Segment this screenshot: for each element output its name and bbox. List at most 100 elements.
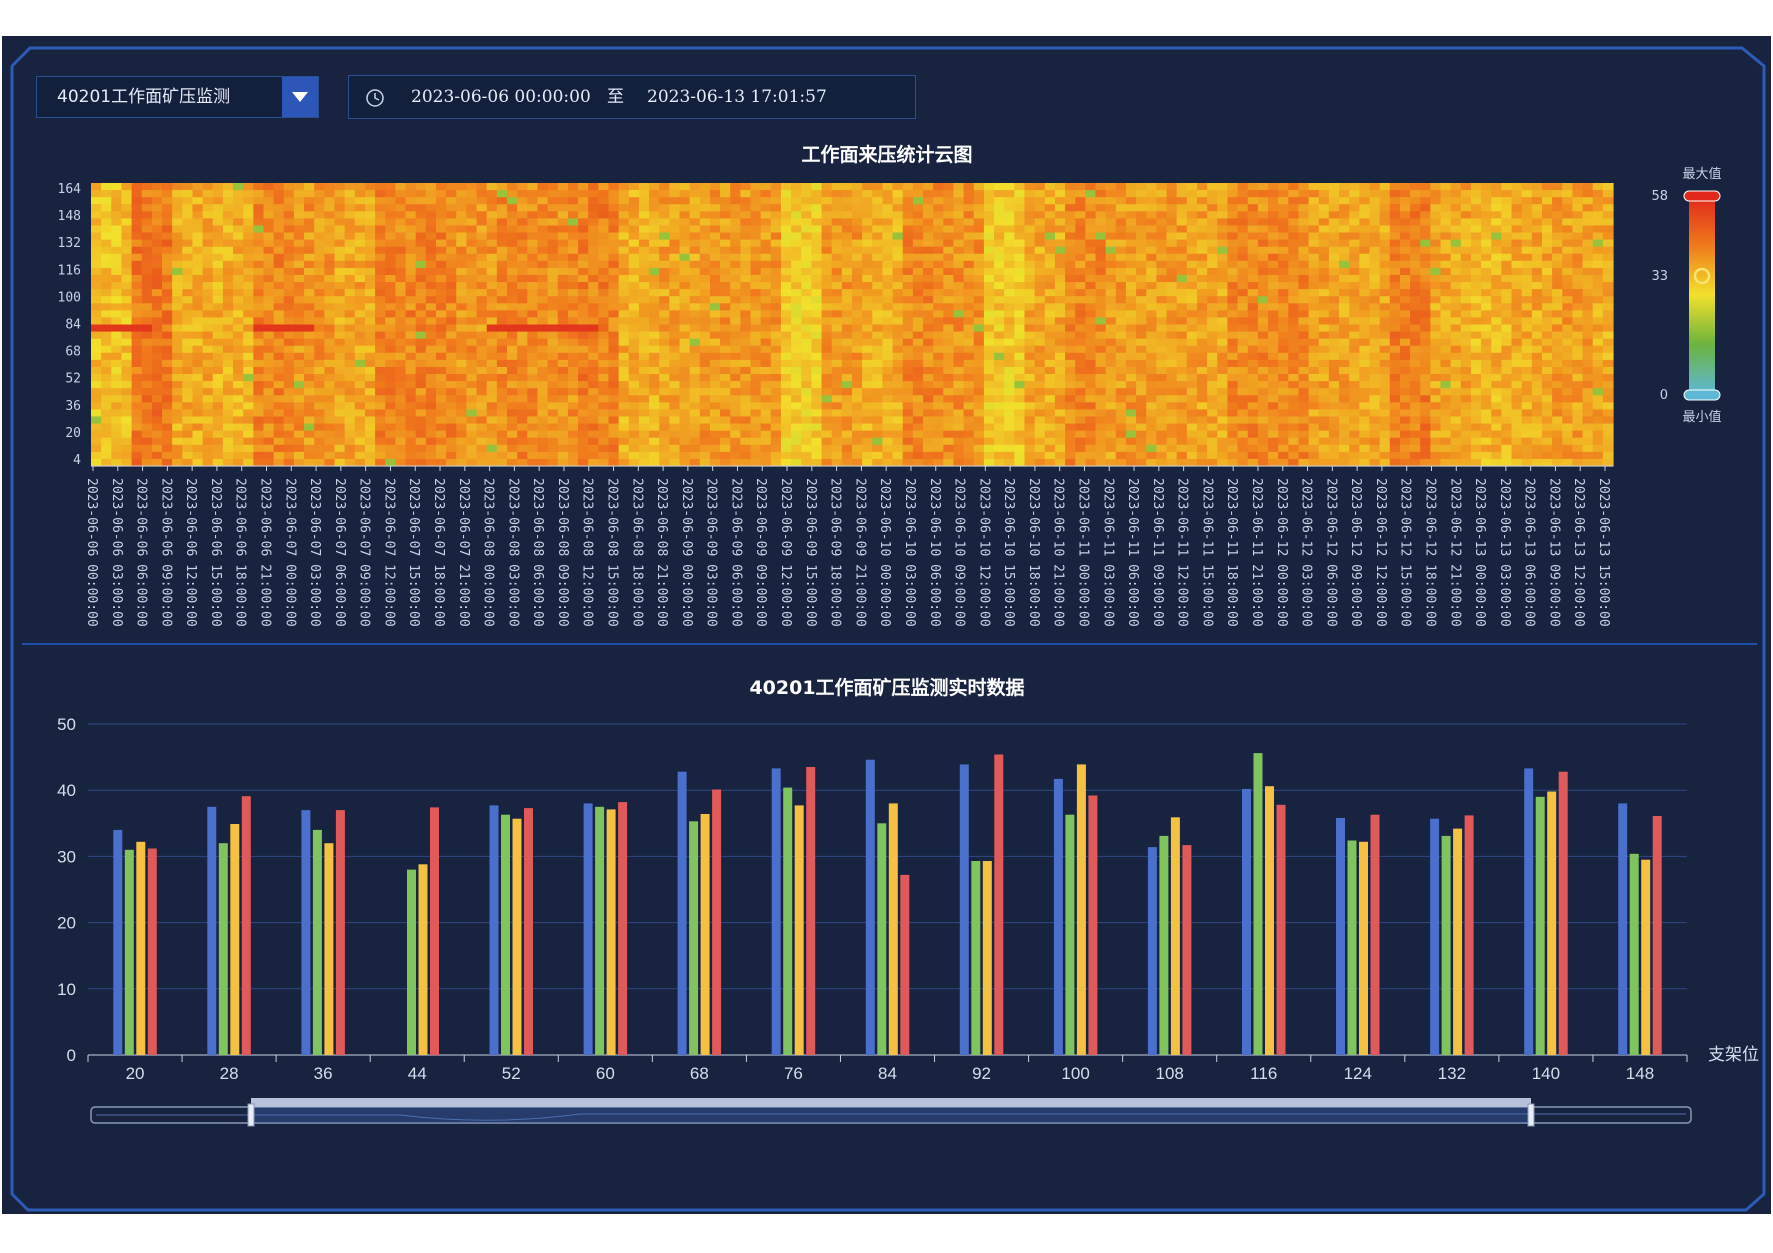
heatmap-cell: [628, 282, 640, 290]
heatmap-cell: [933, 303, 944, 311]
heatmap-cell: [354, 359, 366, 368]
heatmap-cell: [111, 451, 123, 460]
date-range-picker[interactable]: 2023-06-06 00:00:00 至 2023-06-13 17:01:5…: [348, 75, 916, 119]
heatmap-cell: [1004, 204, 1015, 212]
heatmap-cell: [1075, 409, 1086, 418]
heatmap-cell: [628, 239, 640, 248]
heatmap-cell: [151, 388, 163, 396]
heatmap-cell: [1308, 345, 1320, 354]
heatmap-cell: [1257, 211, 1269, 219]
heatmap-cell: [496, 303, 508, 311]
heatmap-cell: [1186, 211, 1198, 219]
heatmap-cell: [973, 317, 985, 326]
heatmap-cell: [1217, 267, 1229, 276]
heatmap-cell: [243, 444, 254, 453]
heatmap-cell: [1298, 366, 1310, 375]
heatmap-cell: [91, 246, 102, 255]
heatmap-cell: [253, 409, 265, 418]
heatmap-cell: [1268, 246, 1279, 255]
heatmap-cell: [1156, 423, 1168, 432]
heatmap-cell: [1176, 458, 1188, 467]
heatmap-cell: [750, 444, 762, 453]
heatmap-cell: [578, 451, 589, 460]
heatmap-cell: [1298, 317, 1310, 326]
heatmap-cell: [801, 458, 813, 467]
heatmap-cell: [304, 409, 315, 418]
heatmap-cell: [324, 345, 336, 354]
heatmap-cell: [151, 338, 163, 347]
heatmap-cell: [801, 331, 813, 340]
heatmap-cell: [933, 197, 944, 205]
heatmap-cell: [983, 359, 995, 368]
heatmap-cell: [1237, 451, 1249, 460]
heatmap-cell: [1146, 310, 1157, 319]
heatmap-cell: [852, 331, 863, 340]
heatmap-cell: [638, 289, 650, 297]
heatmap-cell: [192, 211, 204, 219]
heatmap-cell: [578, 352, 589, 361]
heatmap-cell: [983, 204, 995, 212]
heatmap-cell: [344, 437, 356, 446]
heatmap-cell: [1207, 289, 1218, 297]
heatmap-cell: [385, 253, 396, 262]
heatmap-cell: [324, 253, 336, 262]
date-end-input[interactable]: 2023-06-13 17:01:57: [647, 87, 827, 107]
heatmap-cell: [760, 211, 772, 219]
heatmap-cell: [760, 437, 772, 446]
heatmap-cell: [892, 430, 904, 439]
heatmap-cell: [101, 381, 112, 389]
heatmap-cell: [1298, 381, 1310, 389]
heatmap-cell: [1014, 183, 1026, 191]
heatmap-cell: [1105, 274, 1117, 283]
heatmap-cell: [933, 352, 944, 361]
heatmap-cell: [253, 374, 265, 382]
heatmap-cell: [253, 274, 265, 283]
heatmap-cell: [1268, 225, 1279, 234]
heatmap-cell: [405, 225, 417, 234]
heatmap-cell: [750, 331, 762, 340]
chevron-down-icon[interactable]: [282, 77, 318, 117]
heatmap-cell: [91, 359, 102, 368]
heatmap-cell: [101, 218, 112, 227]
monitor-select[interactable]: 40201工作面矿压监测: [36, 76, 319, 118]
heatmap-cell: [233, 437, 244, 446]
heatmap-cell: [222, 458, 234, 467]
heatmap-cell: [1075, 246, 1086, 255]
heatmap-cell: [902, 366, 914, 375]
heatmap-cell: [578, 282, 589, 290]
heatmap-cell: [283, 451, 295, 460]
heatmap-cell: [831, 437, 843, 446]
heatmap-cell: [1146, 239, 1157, 248]
heatmap-cell: [131, 388, 143, 396]
heatmap-cell: [709, 246, 721, 255]
heatmap-cell: [943, 267, 955, 276]
heatmap-cell: [801, 303, 813, 311]
heatmap-cell: [395, 232, 407, 241]
heatmap-cell: [1339, 381, 1350, 389]
heatmap-cell: [628, 423, 640, 432]
heatmap-cell: [162, 211, 173, 219]
heatmap-cell: [496, 416, 508, 425]
heatmap-cell: [659, 289, 670, 297]
heatmap-cell: [293, 352, 305, 361]
heatmap-cell: [1095, 260, 1107, 269]
heatmap-cell: [151, 437, 163, 446]
heatmap-cell: [476, 458, 488, 467]
heatmap-cell: [811, 267, 823, 276]
heatmap-cell: [456, 423, 468, 432]
heatmap-cell: [507, 430, 518, 439]
heatmap-cell: [791, 416, 802, 425]
heatmap-cell: [852, 260, 863, 269]
date-start-input[interactable]: 2023-06-06 00:00:00: [411, 87, 591, 107]
heatmap-cell: [1288, 218, 1300, 227]
heatmap-cell: [1146, 274, 1157, 283]
heatmap-cell: [375, 218, 386, 227]
heatmap-cell: [923, 324, 934, 333]
heatmap-cell: [1308, 324, 1320, 333]
heatmap-cell: [1136, 409, 1147, 418]
heatmap-cell: [598, 416, 610, 425]
heatmap-cell: [456, 430, 468, 439]
heatmap-cell: [1095, 183, 1107, 191]
heatmap-cell: [1298, 338, 1310, 347]
heatmap-cell: [1318, 352, 1330, 361]
